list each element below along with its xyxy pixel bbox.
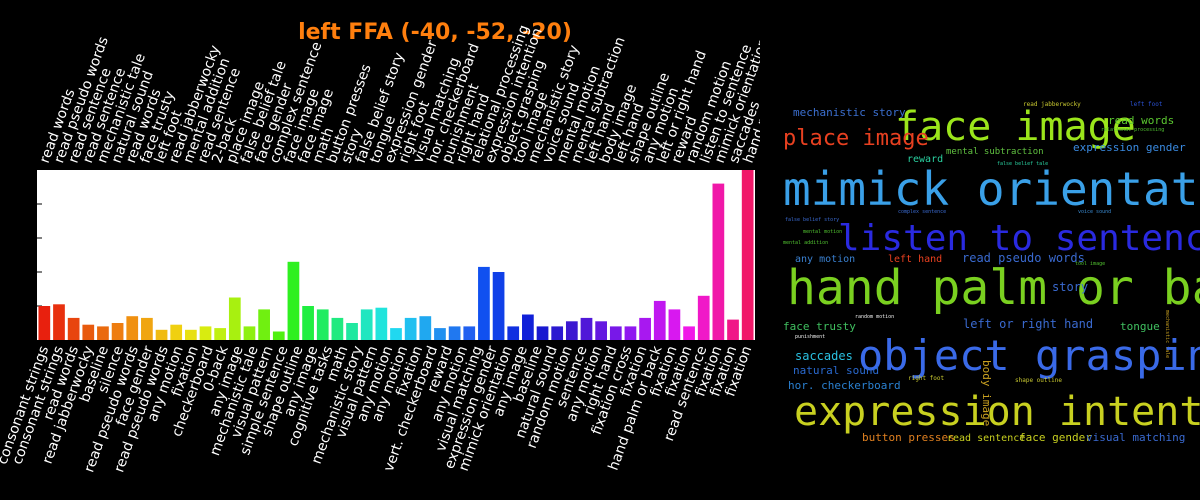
word-cloud-term: punishment	[795, 334, 825, 340]
word-cloud-term: read jabberwocky	[1023, 101, 1081, 108]
bar	[653, 300, 666, 340]
bar	[272, 331, 285, 340]
bar	[478, 266, 490, 340]
bar	[536, 326, 549, 340]
bar	[609, 326, 622, 340]
bar	[170, 324, 183, 340]
word-cloud-term: button presses	[862, 431, 955, 444]
word-cloud-term: false belief tale	[997, 161, 1048, 167]
bar	[390, 328, 402, 340]
bar	[258, 309, 270, 340]
word-cloud-term: saccades	[795, 349, 853, 363]
word-cloud-term: mechanistic story	[793, 106, 906, 119]
bar	[727, 319, 739, 340]
bar	[565, 321, 578, 340]
bar	[683, 326, 695, 340]
bar	[624, 326, 637, 340]
word-cloud-term: random motion	[855, 314, 894, 320]
bar	[360, 309, 373, 340]
bar	[346, 323, 358, 340]
bar	[639, 317, 651, 340]
bar	[580, 317, 593, 340]
word-cloud-term: mimick orientation	[783, 162, 1200, 216]
plot-area	[37, 170, 755, 340]
bar	[492, 272, 505, 340]
word-cloud-term: object grasping	[858, 331, 1200, 380]
word-cloud-term: face trusty	[783, 320, 856, 333]
bar	[697, 295, 710, 340]
word-cloud-term: story	[1052, 280, 1088, 294]
bar	[141, 317, 153, 340]
bar	[419, 316, 432, 340]
word-cloud-term: expression gender	[1073, 141, 1186, 154]
word-cloud-term: reward	[907, 154, 943, 165]
bar	[302, 306, 314, 340]
word-cloud-term: left foot	[1130, 101, 1163, 108]
word-cloud-term: read sentence	[947, 433, 1025, 444]
bar	[243, 326, 256, 340]
word-cloud-term: right foot	[908, 375, 945, 382]
bar	[228, 297, 241, 340]
bar	[331, 317, 344, 340]
word-cloud-term: left hand	[888, 254, 942, 265]
bar	[551, 326, 564, 340]
bar	[463, 326, 476, 340]
word-cloud-term: visual matching	[1086, 431, 1185, 444]
word-cloud-term: shape outline	[1015, 377, 1062, 384]
word-cloud-term: voice sound	[1078, 209, 1111, 215]
bar	[214, 328, 227, 340]
word-cloud-term: complex sentence	[898, 209, 946, 215]
bar	[448, 326, 461, 340]
bar	[67, 317, 80, 340]
bar	[712, 183, 725, 340]
word-cloud-term: mental addition	[783, 240, 828, 246]
word-cloud-term: body image	[980, 360, 993, 426]
bar	[155, 329, 168, 340]
bar	[97, 326, 109, 340]
bar	[316, 309, 329, 340]
word-cloud-term: listen to sentence	[838, 218, 1200, 259]
bar	[404, 317, 417, 340]
bar	[595, 321, 608, 340]
word-cloud-term: hand palm or back	[787, 260, 1200, 316]
word-cloud-term: mental motion	[803, 229, 842, 235]
bar	[82, 324, 95, 340]
word-cloud-term: false belief story	[785, 217, 839, 223]
bar	[38, 306, 51, 340]
bar	[287, 261, 300, 340]
word-cloud-term: face image	[895, 104, 1136, 150]
bar	[111, 323, 124, 340]
word-cloud-term: any motion	[795, 254, 855, 265]
bar	[522, 314, 534, 340]
bar	[507, 326, 520, 340]
word-cloud-term: expression intention	[794, 389, 1200, 435]
word-cloud-term: natural sound	[793, 364, 879, 377]
bar	[741, 170, 754, 340]
bar	[126, 316, 139, 340]
word-cloud-term: tongue	[1120, 320, 1160, 333]
word-cloud-term: place image	[783, 126, 929, 151]
bar	[184, 329, 197, 340]
word-cloud-term: read pseudo words	[962, 251, 1085, 265]
bar	[434, 328, 446, 340]
word-cloud-term: mechanistic tale	[1164, 310, 1170, 358]
bar	[53, 304, 65, 340]
bar	[375, 307, 388, 340]
word-cloud-term: mental subtraction	[946, 147, 1044, 157]
word-cloud-term: tool image	[1075, 261, 1105, 267]
chart-title: left FFA (-40, -52, -20)	[298, 20, 572, 45]
word-cloud-term: read words	[1108, 114, 1174, 127]
word-cloud-term: face gender	[1019, 431, 1092, 444]
word-cloud-term: hor. checkerboard	[788, 379, 901, 392]
word-cloud-term: left or right hand	[963, 317, 1093, 331]
word-cloud-term: relational processing	[1101, 127, 1164, 133]
bar	[668, 309, 681, 340]
bar	[199, 326, 212, 340]
